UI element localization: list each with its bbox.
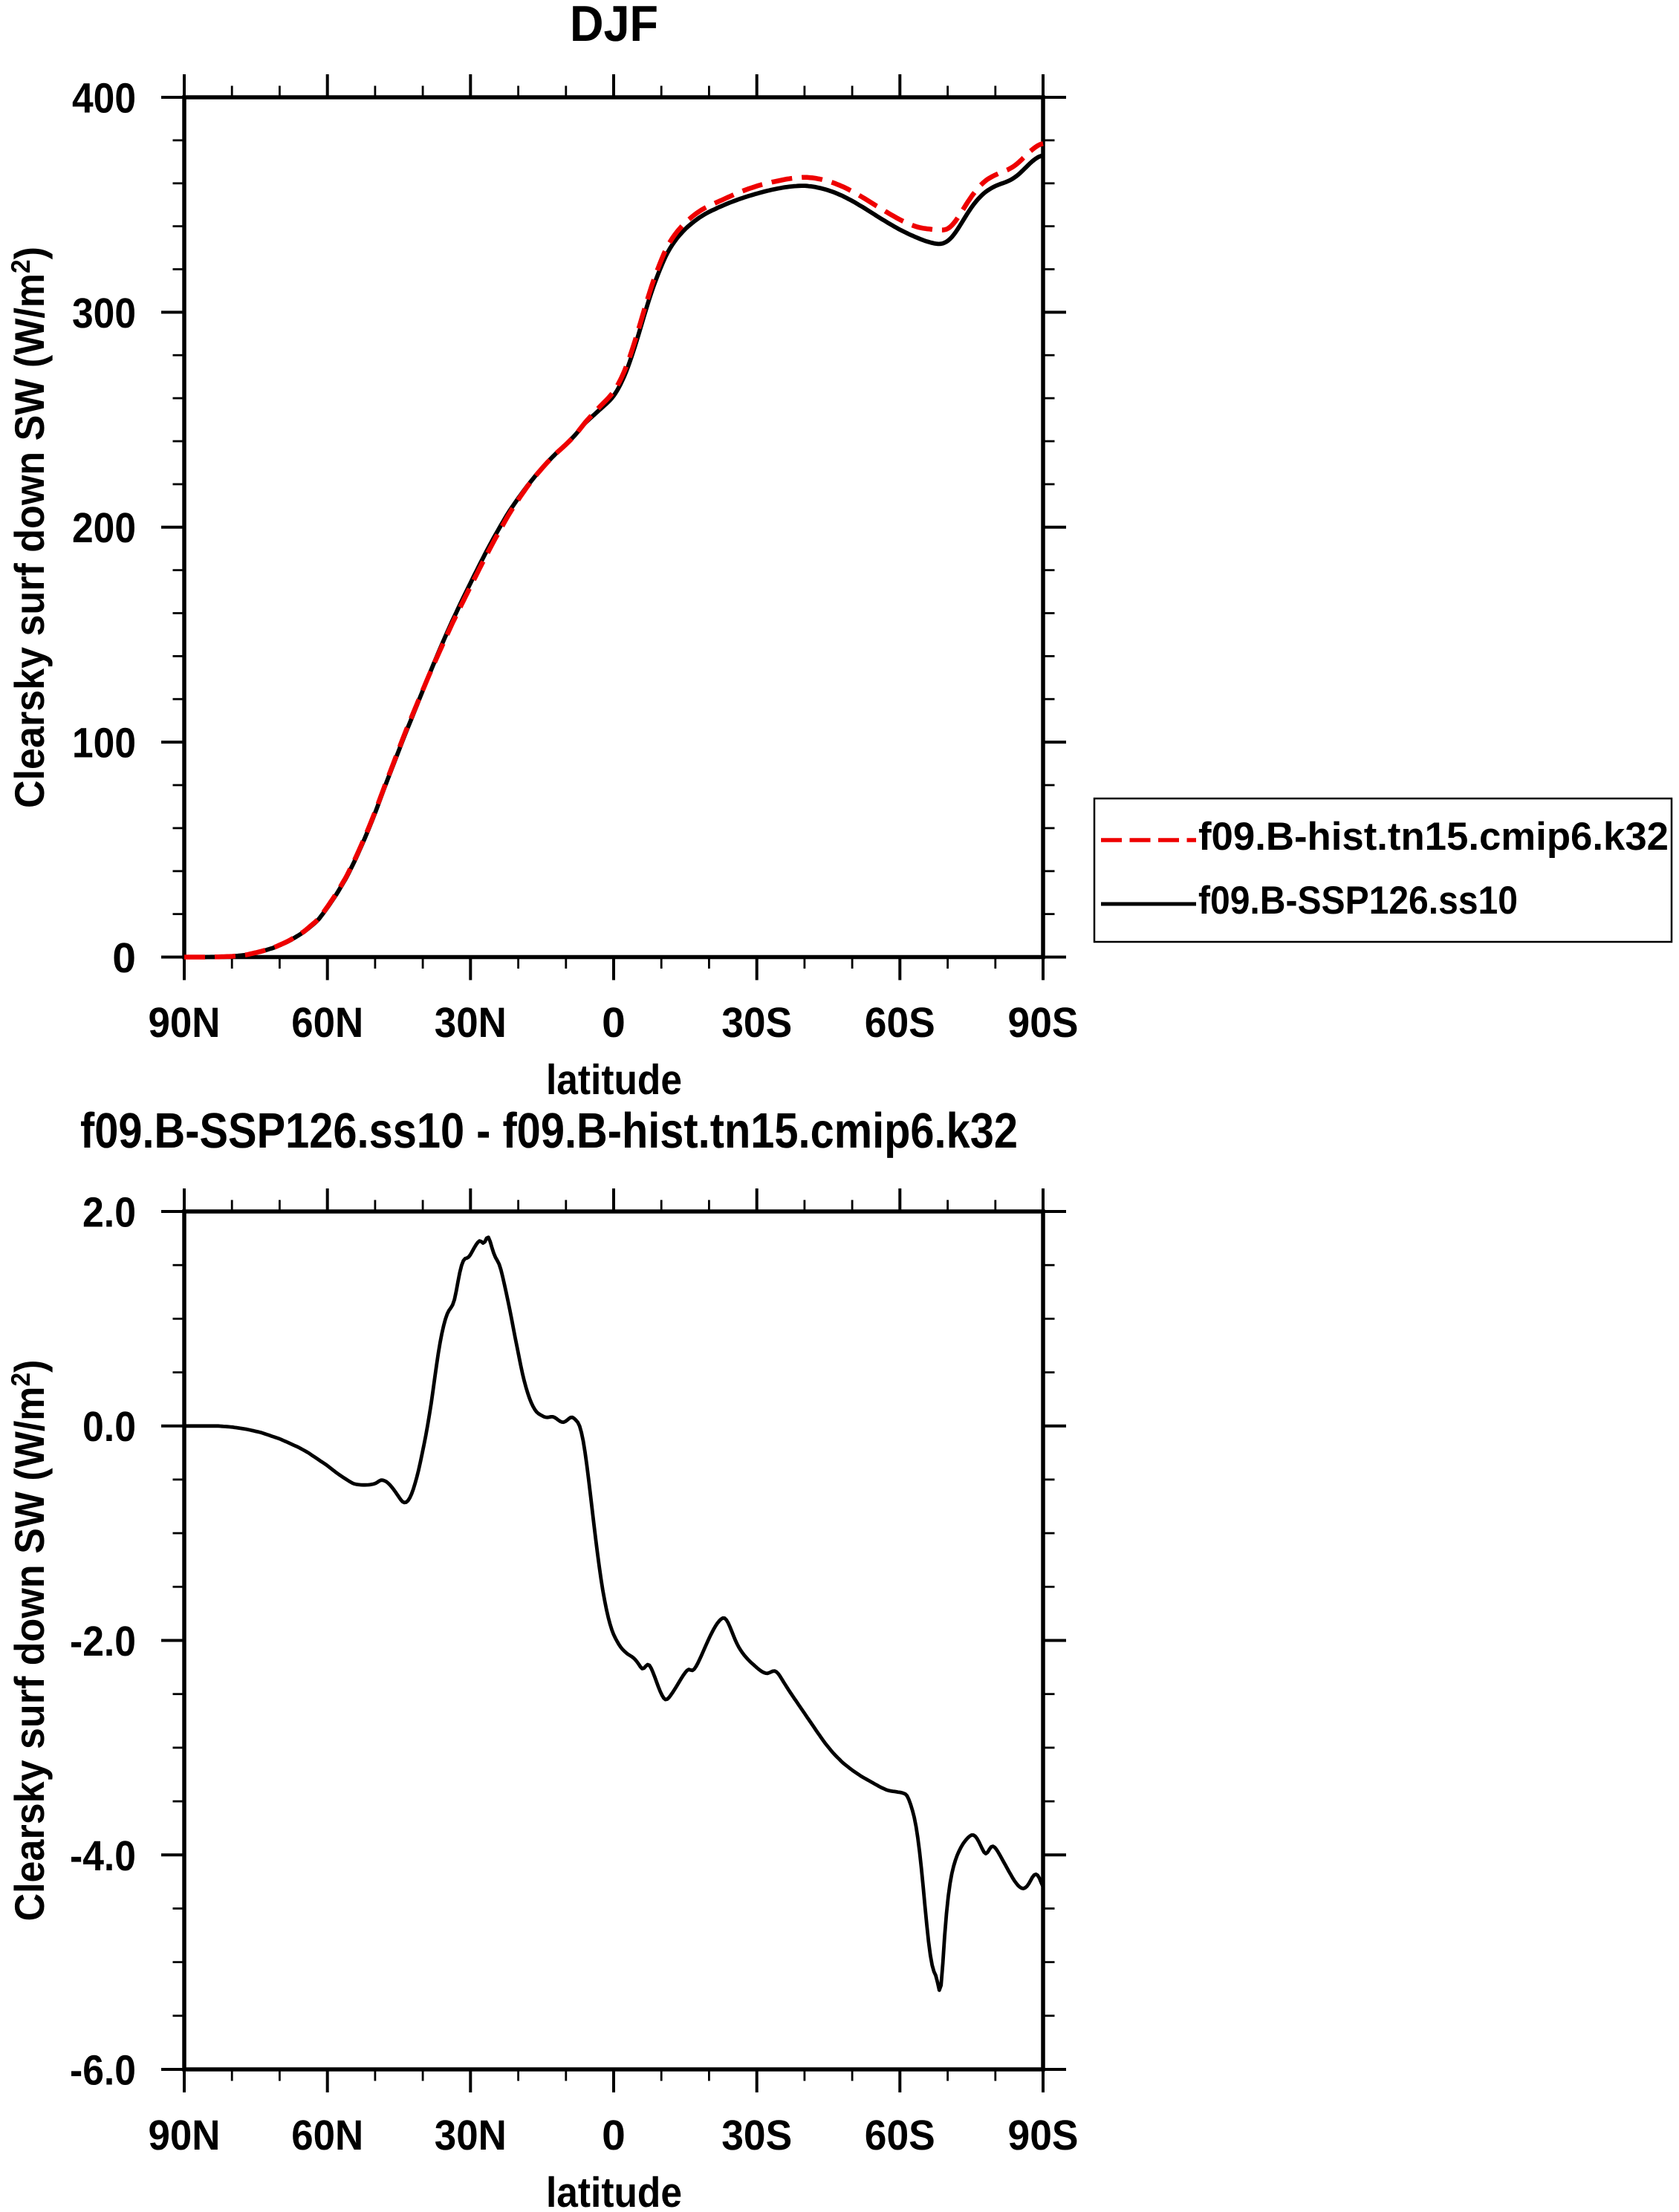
svg-text:f09.B-SSP126.ss10 - f09.B-hist: f09.B-SSP126.ss10 - f09.B-hist.tn15.cmip… [80,1103,1018,1159]
svg-text:f09.B-hist.tn15.cmip6.k32: f09.B-hist.tn15.cmip6.k32 [1198,815,1669,859]
svg-text:latitude: latitude [546,2169,682,2212]
svg-text:latitude: latitude [546,1056,682,1104]
svg-text:60S: 60S [865,2112,935,2159]
svg-text:f09.B-SSP126.ss10: f09.B-SSP126.ss10 [1198,879,1518,923]
svg-text:0.0: 0.0 [82,1403,136,1451]
svg-text:60S: 60S [865,999,935,1047]
svg-text:2.0: 2.0 [82,1189,136,1237]
svg-text:90S: 90S [1008,2112,1079,2159]
svg-text:30S: 30S [721,2112,792,2159]
svg-text:90N: 90N [149,2112,221,2159]
svg-text:100: 100 [72,720,136,767]
svg-text:-4.0: -4.0 [70,1832,136,1880]
svg-text:-2.0: -2.0 [70,1618,136,1665]
svg-text:30N: 30N [435,2112,507,2159]
svg-text:90S: 90S [1008,999,1079,1047]
svg-text:60N: 60N [291,999,363,1047]
svg-text:30N: 30N [435,999,507,1047]
svg-text:0: 0 [602,2112,626,2159]
svg-text:400: 400 [72,75,136,123]
svg-text:-6.0: -6.0 [70,2047,136,2095]
svg-text:Clearsky surf down SW (W/m2): Clearsky surf down SW (W/m2) [5,1360,53,1922]
svg-text:300: 300 [72,290,136,337]
svg-text:0: 0 [602,999,626,1047]
svg-text:30S: 30S [721,999,792,1047]
svg-text:200: 200 [72,504,136,552]
svg-text:60N: 60N [291,2112,363,2159]
svg-text:Clearsky surf down SW (W/m2): Clearsky surf down SW (W/m2) [5,247,53,808]
svg-text:90N: 90N [149,999,221,1047]
svg-text:DJF: DJF [570,0,658,52]
svg-text:0: 0 [112,934,136,982]
